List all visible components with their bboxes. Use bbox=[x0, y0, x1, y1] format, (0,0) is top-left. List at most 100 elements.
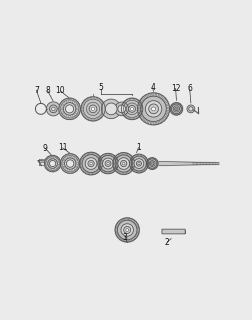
Polygon shape bbox=[155, 166, 157, 168]
Polygon shape bbox=[136, 226, 139, 228]
Polygon shape bbox=[81, 168, 84, 171]
Polygon shape bbox=[78, 165, 80, 167]
Circle shape bbox=[82, 155, 100, 172]
Circle shape bbox=[65, 158, 76, 169]
Polygon shape bbox=[114, 168, 117, 171]
Circle shape bbox=[76, 108, 78, 110]
Polygon shape bbox=[107, 172, 108, 174]
Polygon shape bbox=[146, 164, 148, 165]
Polygon shape bbox=[98, 161, 100, 162]
Polygon shape bbox=[62, 169, 64, 171]
Polygon shape bbox=[72, 154, 73, 156]
Polygon shape bbox=[44, 164, 45, 165]
Polygon shape bbox=[113, 169, 116, 171]
Circle shape bbox=[63, 159, 65, 161]
Circle shape bbox=[69, 170, 71, 172]
Polygon shape bbox=[130, 166, 132, 168]
Circle shape bbox=[49, 105, 57, 113]
Polygon shape bbox=[114, 157, 117, 159]
Polygon shape bbox=[83, 170, 86, 172]
Polygon shape bbox=[68, 98, 70, 100]
Polygon shape bbox=[152, 93, 153, 96]
Circle shape bbox=[66, 156, 68, 158]
Circle shape bbox=[115, 155, 132, 172]
Text: 4: 4 bbox=[150, 83, 155, 92]
Polygon shape bbox=[135, 99, 137, 101]
Polygon shape bbox=[116, 225, 118, 227]
Polygon shape bbox=[152, 158, 153, 159]
Polygon shape bbox=[140, 154, 142, 156]
Polygon shape bbox=[71, 98, 73, 100]
Circle shape bbox=[69, 156, 71, 157]
Polygon shape bbox=[98, 157, 101, 159]
Circle shape bbox=[89, 105, 97, 113]
Polygon shape bbox=[94, 118, 97, 121]
Polygon shape bbox=[98, 166, 101, 168]
Polygon shape bbox=[93, 97, 95, 99]
Circle shape bbox=[141, 96, 166, 122]
Circle shape bbox=[121, 98, 143, 120]
Polygon shape bbox=[132, 98, 134, 100]
Polygon shape bbox=[57, 169, 58, 170]
Polygon shape bbox=[82, 156, 85, 158]
Text: 10: 10 bbox=[56, 86, 65, 95]
Polygon shape bbox=[119, 172, 121, 174]
Polygon shape bbox=[76, 157, 78, 158]
Polygon shape bbox=[48, 169, 49, 171]
Polygon shape bbox=[135, 235, 137, 237]
Polygon shape bbox=[102, 110, 105, 112]
Circle shape bbox=[75, 104, 77, 106]
Polygon shape bbox=[56, 156, 57, 158]
Polygon shape bbox=[117, 222, 119, 225]
Text: 8: 8 bbox=[45, 86, 50, 95]
Polygon shape bbox=[113, 164, 115, 165]
Polygon shape bbox=[90, 152, 91, 155]
Polygon shape bbox=[87, 153, 89, 155]
Polygon shape bbox=[122, 103, 125, 105]
Polygon shape bbox=[131, 158, 133, 160]
Polygon shape bbox=[122, 111, 124, 113]
Circle shape bbox=[46, 102, 60, 116]
Polygon shape bbox=[162, 118, 165, 121]
Polygon shape bbox=[146, 162, 148, 164]
Polygon shape bbox=[100, 165, 102, 166]
Polygon shape bbox=[158, 94, 161, 97]
Polygon shape bbox=[96, 97, 98, 100]
Circle shape bbox=[173, 106, 179, 112]
Polygon shape bbox=[166, 110, 170, 112]
Circle shape bbox=[63, 103, 76, 115]
Polygon shape bbox=[73, 171, 75, 173]
Text: 7: 7 bbox=[34, 86, 39, 95]
Polygon shape bbox=[138, 115, 140, 117]
Circle shape bbox=[126, 228, 129, 231]
Circle shape bbox=[61, 108, 63, 110]
Polygon shape bbox=[122, 172, 124, 174]
Polygon shape bbox=[126, 218, 127, 220]
Circle shape bbox=[105, 103, 117, 115]
Polygon shape bbox=[74, 99, 76, 101]
Text: 6: 6 bbox=[187, 84, 192, 93]
Circle shape bbox=[134, 159, 144, 168]
Polygon shape bbox=[125, 116, 128, 118]
Circle shape bbox=[123, 100, 141, 117]
Circle shape bbox=[81, 97, 105, 121]
Circle shape bbox=[72, 115, 74, 116]
Polygon shape bbox=[172, 112, 174, 114]
Polygon shape bbox=[135, 155, 137, 157]
Polygon shape bbox=[113, 166, 116, 168]
Circle shape bbox=[138, 93, 170, 125]
Circle shape bbox=[120, 160, 127, 167]
Circle shape bbox=[131, 107, 134, 110]
Polygon shape bbox=[61, 115, 63, 116]
Polygon shape bbox=[51, 155, 53, 156]
Polygon shape bbox=[113, 160, 115, 162]
Polygon shape bbox=[131, 117, 132, 120]
Polygon shape bbox=[45, 161, 46, 163]
Polygon shape bbox=[180, 112, 182, 113]
Circle shape bbox=[58, 163, 59, 164]
FancyBboxPatch shape bbox=[162, 229, 185, 234]
Circle shape bbox=[117, 220, 137, 240]
Polygon shape bbox=[164, 100, 168, 103]
Circle shape bbox=[55, 158, 56, 159]
Polygon shape bbox=[77, 167, 79, 169]
